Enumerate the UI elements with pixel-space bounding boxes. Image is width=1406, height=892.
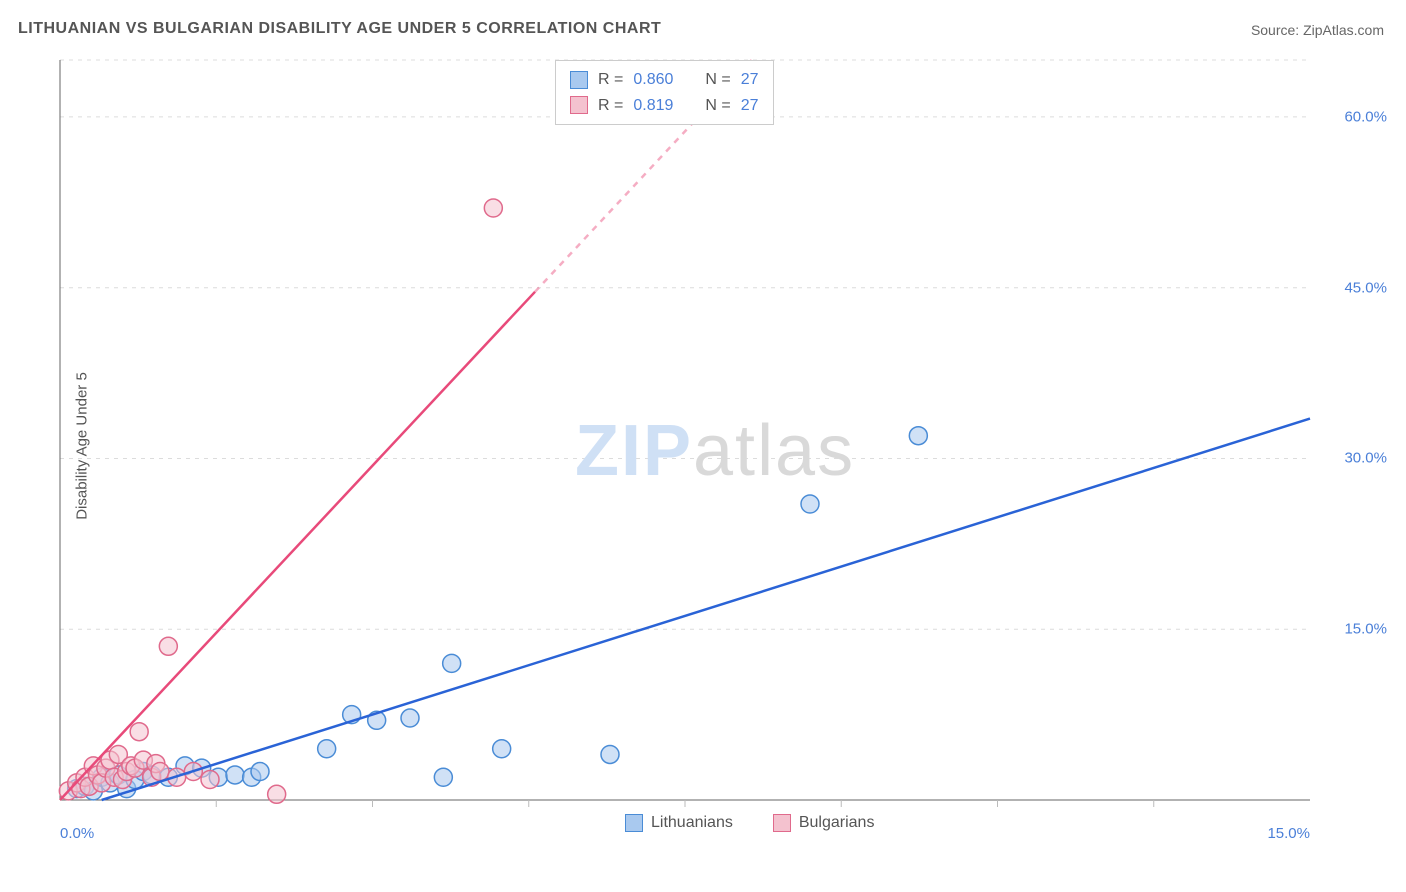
- source-attribution: Source: ZipAtlas.com: [1251, 22, 1384, 38]
- legend-item-lithuanians: Lithuanians: [625, 814, 733, 832]
- source-prefix: Source:: [1251, 22, 1299, 38]
- swatch-bulgarians-b: [773, 814, 791, 832]
- x-tick-label: 0.0%: [60, 825, 94, 842]
- n-label-1: N =: [705, 93, 730, 119]
- y-tick-label: 60.0%: [1344, 108, 1387, 125]
- legend-item-bulgarians: Bulgarians: [773, 814, 875, 832]
- series-legend: Lithuanians Bulgarians: [625, 814, 874, 832]
- swatch-lithuanians: [570, 71, 588, 89]
- correlation-legend: R = 0.860 N = 27 R = 0.819 N = 27: [555, 60, 774, 125]
- legend-row-lithuanians: R = 0.860 N = 27: [570, 67, 759, 93]
- r-value-1: 0.819: [633, 93, 673, 119]
- series-name-0: Lithuanians: [651, 814, 733, 832]
- y-tick-label: 30.0%: [1344, 450, 1387, 467]
- r-label-0: R =: [598, 67, 623, 93]
- y-tick-label: 15.0%: [1344, 621, 1387, 638]
- x-tick-label: 15.0%: [1267, 825, 1310, 842]
- r-label-1: R =: [598, 93, 623, 119]
- y-tick-label: 45.0%: [1344, 279, 1387, 296]
- n-label-0: N =: [705, 67, 730, 93]
- legend-row-bulgarians: R = 0.819 N = 27: [570, 93, 759, 119]
- r-value-0: 0.860: [633, 67, 673, 93]
- swatch-lithuanians-b: [625, 814, 643, 832]
- chart-svg: [55, 50, 1385, 840]
- swatch-bulgarians: [570, 96, 588, 114]
- chart-title: LITHUANIAN VS BULGARIAN DISABILITY AGE U…: [18, 20, 661, 38]
- chart-plot-area: ZIPatlas R = 0.860 N = 27 R = 0.819 N = …: [55, 50, 1385, 840]
- source-site: ZipAtlas.com: [1303, 22, 1384, 38]
- n-value-0: 27: [741, 67, 759, 93]
- series-name-1: Bulgarians: [799, 814, 875, 832]
- n-value-1: 27: [741, 93, 759, 119]
